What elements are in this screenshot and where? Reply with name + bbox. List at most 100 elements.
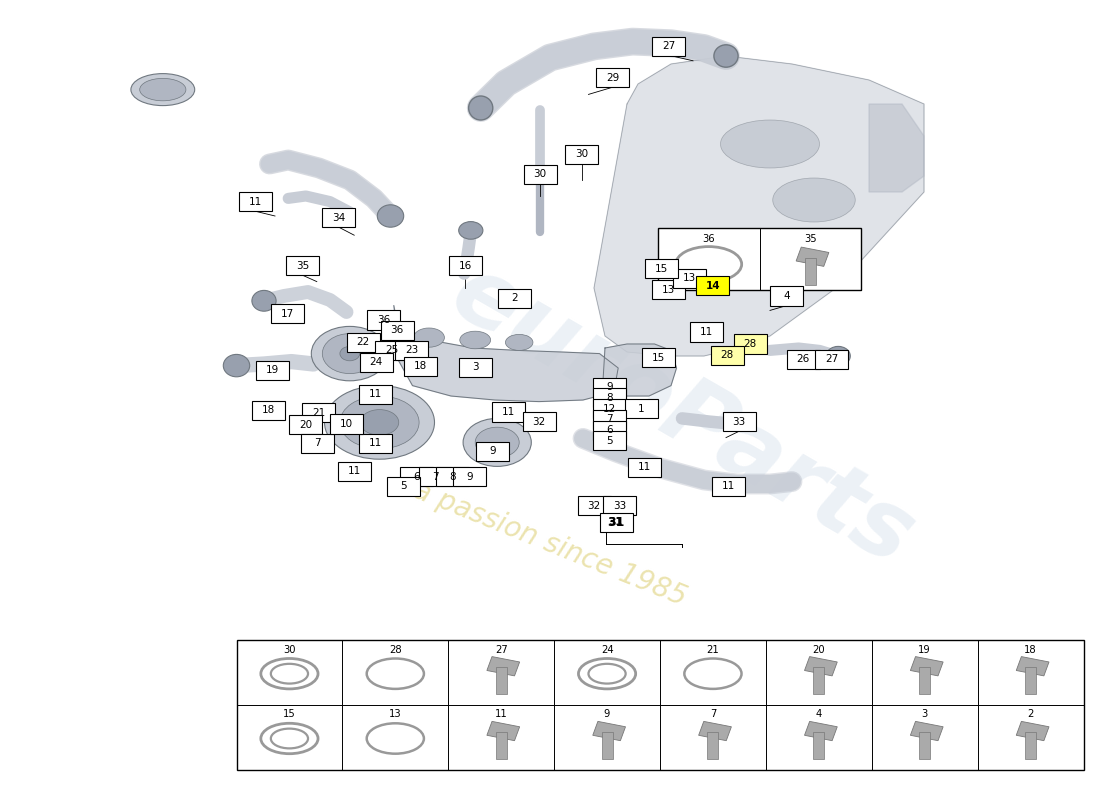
Bar xyxy=(625,399,658,418)
Text: 36: 36 xyxy=(703,234,715,244)
Text: 8: 8 xyxy=(606,393,613,402)
Bar xyxy=(658,228,861,290)
Bar xyxy=(786,350,820,369)
Bar xyxy=(652,37,685,56)
Text: 18: 18 xyxy=(1024,645,1037,654)
Text: 19: 19 xyxy=(918,645,931,654)
Bar xyxy=(652,280,685,299)
Bar xyxy=(690,322,723,342)
Text: 7: 7 xyxy=(710,710,716,719)
Bar xyxy=(804,722,837,741)
Bar xyxy=(711,346,744,365)
Bar xyxy=(476,442,509,461)
Text: 5: 5 xyxy=(606,436,613,446)
Bar xyxy=(603,496,636,515)
Text: 24: 24 xyxy=(601,645,614,654)
Bar xyxy=(400,467,433,486)
Bar xyxy=(628,458,661,477)
Bar xyxy=(1016,657,1049,676)
Bar xyxy=(338,462,371,481)
Text: 15: 15 xyxy=(654,264,668,274)
Bar xyxy=(593,388,626,407)
Text: 33: 33 xyxy=(613,501,626,510)
Text: 10: 10 xyxy=(340,419,353,429)
Ellipse shape xyxy=(223,354,250,377)
Text: 18: 18 xyxy=(262,406,275,415)
Bar xyxy=(1025,732,1036,759)
Text: 32: 32 xyxy=(532,417,546,426)
Ellipse shape xyxy=(459,222,483,239)
Bar xyxy=(236,640,1084,770)
Text: 13: 13 xyxy=(662,285,675,294)
Text: 26: 26 xyxy=(796,354,810,364)
Polygon shape xyxy=(394,306,618,402)
Bar xyxy=(256,361,289,380)
Text: 36: 36 xyxy=(377,315,390,325)
Bar xyxy=(920,732,931,759)
Bar xyxy=(804,657,837,676)
Text: 20: 20 xyxy=(299,420,312,430)
Text: 7: 7 xyxy=(315,438,321,448)
Text: euroParts: euroParts xyxy=(434,246,930,586)
Bar xyxy=(602,732,613,759)
Text: 27: 27 xyxy=(825,354,838,364)
Ellipse shape xyxy=(340,346,360,361)
Bar xyxy=(487,722,519,741)
Bar xyxy=(360,353,393,372)
Bar xyxy=(593,399,626,418)
Ellipse shape xyxy=(340,396,419,449)
Bar xyxy=(522,412,556,431)
Text: 25: 25 xyxy=(385,346,398,355)
Text: 32: 32 xyxy=(587,501,601,510)
Text: 24: 24 xyxy=(370,358,383,367)
Ellipse shape xyxy=(475,427,519,458)
Ellipse shape xyxy=(140,78,186,101)
Text: 20: 20 xyxy=(813,645,825,654)
Bar xyxy=(330,414,363,434)
Ellipse shape xyxy=(131,74,195,106)
Text: 14: 14 xyxy=(705,281,720,290)
Bar xyxy=(404,357,437,376)
Text: 35: 35 xyxy=(804,234,816,244)
Ellipse shape xyxy=(360,410,398,435)
Text: 21: 21 xyxy=(706,645,719,654)
Bar xyxy=(1016,722,1049,741)
Text: 4: 4 xyxy=(783,291,790,301)
Text: 19: 19 xyxy=(266,366,279,375)
Ellipse shape xyxy=(460,331,491,349)
Text: 33: 33 xyxy=(733,417,746,426)
Text: 13: 13 xyxy=(683,274,696,283)
Bar xyxy=(642,348,675,367)
Text: 11: 11 xyxy=(722,482,735,491)
Bar xyxy=(796,247,829,266)
Text: 3: 3 xyxy=(922,710,927,719)
Text: 11: 11 xyxy=(368,438,382,448)
Bar xyxy=(346,333,380,352)
Text: 30: 30 xyxy=(534,170,547,179)
Text: 11: 11 xyxy=(502,407,515,417)
Text: 5: 5 xyxy=(400,482,407,491)
Bar xyxy=(593,410,626,429)
Text: 9: 9 xyxy=(604,710,611,719)
Bar xyxy=(596,68,629,87)
Text: 9: 9 xyxy=(490,446,496,456)
Text: 30: 30 xyxy=(283,645,296,654)
Bar xyxy=(496,667,507,694)
Ellipse shape xyxy=(772,178,856,222)
Bar xyxy=(600,513,632,532)
Bar xyxy=(813,667,824,694)
Bar xyxy=(395,341,428,360)
Ellipse shape xyxy=(311,326,388,381)
Bar xyxy=(593,378,626,397)
Text: 1: 1 xyxy=(638,404,645,414)
Bar xyxy=(322,208,355,227)
Text: 23: 23 xyxy=(405,346,418,355)
Text: 22: 22 xyxy=(356,338,370,347)
Text: 11: 11 xyxy=(495,710,507,719)
Bar xyxy=(496,732,507,759)
Polygon shape xyxy=(869,104,924,192)
Bar xyxy=(459,358,492,377)
Bar xyxy=(593,421,626,440)
Bar xyxy=(239,192,272,211)
Bar xyxy=(381,321,414,340)
